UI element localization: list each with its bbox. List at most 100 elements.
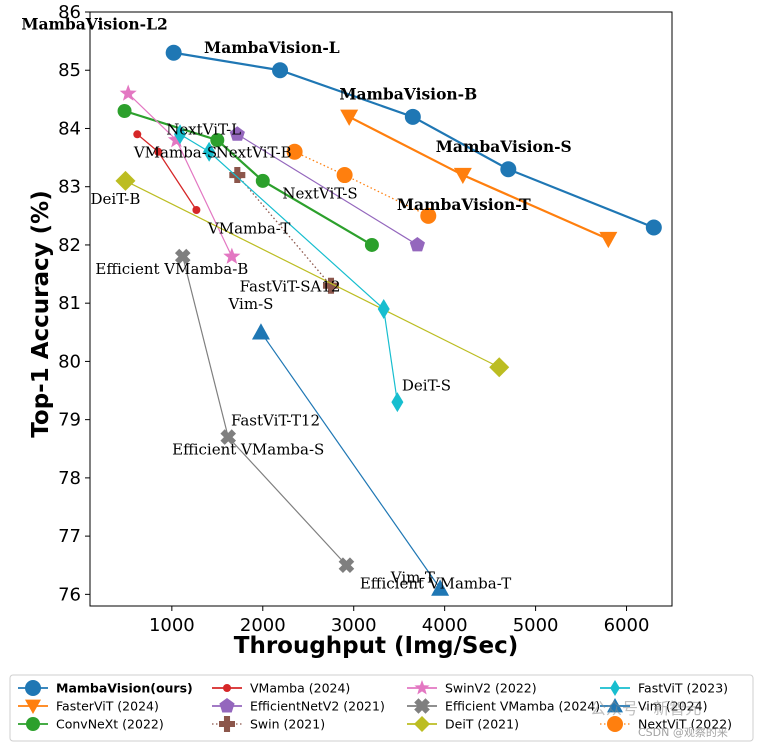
data-point-vmamba-1 — [133, 130, 142, 139]
y-tick-label: 85 — [58, 60, 81, 81]
series-line-convnext — [124, 109, 373, 246]
data-point-mambavision-2 — [272, 62, 289, 79]
watermark-csdn: CSDN @观察的来 — [638, 725, 728, 739]
data-point-nextvit-2 — [336, 167, 353, 184]
annotation-mambavision-l2: MambaVision-L2 — [21, 14, 167, 33]
data-point-vim-1 — [251, 323, 270, 340]
legend-marker-vmamba — [223, 684, 231, 692]
data-point-mambavision-3 — [404, 108, 421, 125]
x-tick-label: 1000 — [149, 615, 195, 636]
annotation-vmamba-t: VMamba-T — [207, 219, 290, 237]
legend-item-efficient-vmamba: Efficient VMamba (2024) — [407, 698, 600, 714]
data-point-swin-1 — [229, 167, 246, 184]
series-line-fastvit — [179, 133, 398, 403]
y-tick-label: 83 — [58, 177, 81, 198]
series-mambavision — [165, 44, 662, 236]
legend-marker-convnext — [26, 717, 40, 731]
annotation-vim-t: Vim-T — [390, 569, 435, 587]
legend-label: NextViT (2022) — [638, 717, 732, 732]
data-point-mambavision-5 — [645, 219, 662, 236]
legend-label: SwinV2 (2022) — [445, 681, 537, 696]
legend-label: MambaVision(ours) — [56, 681, 193, 696]
y-tick-label: 78 — [58, 468, 81, 489]
y-tick-label: 79 — [58, 410, 81, 431]
legend-item-swinv2: SwinV2 (2022) — [407, 680, 537, 696]
data-point-convnext-1 — [117, 104, 132, 118]
annotation-mambavision-t: MambaVision-T — [397, 195, 531, 214]
data-point-fastervit-2 — [453, 167, 472, 185]
y-tick-label: 77 — [58, 526, 81, 547]
legend-label: Vim (2024) — [638, 699, 707, 714]
data-point-fastvit-1 — [174, 124, 187, 145]
data-point-vim-2 — [431, 579, 450, 596]
data-point-mambavision-4 — [500, 161, 517, 178]
annotation-mambavision-s: MambaVision-S — [436, 137, 572, 156]
series-vim — [251, 323, 450, 596]
watermark: 公众号 · 新智元 CSDN @观察的来 — [590, 699, 728, 739]
series-vmamba — [133, 130, 201, 214]
legend-item-mambavision: MambaVision(ours) — [18, 680, 193, 696]
data-point-efficient-vmamba-1 — [174, 248, 191, 265]
annotation-fastvit-sa12: FastViT-SA12 — [240, 278, 341, 296]
legend-item-vim: Vim (2024) — [600, 698, 707, 714]
legend-marker-deit — [414, 716, 430, 732]
legend-marker-swinv2 — [414, 680, 430, 695]
series-efficientnetv2 — [229, 126, 425, 252]
data-point-convnext-4 — [364, 237, 379, 252]
annotation-mambavision-l: MambaVision-L — [204, 38, 340, 57]
series-line-fastervit — [348, 115, 609, 241]
legend-label: Swin (2021) — [250, 717, 325, 732]
legend-label: FastViT (2023) — [638, 681, 728, 696]
y-tick-label: 82 — [58, 235, 81, 256]
series-line-nextvit — [294, 151, 429, 217]
legend-marker-fastervit — [25, 699, 41, 714]
legend-item-fastvit: FastViT (2023) — [600, 680, 728, 696]
x-axis-title: Throughput (Img/Sec) — [234, 633, 518, 659]
series-fastervit — [340, 109, 618, 249]
y-tick-label: 84 — [58, 118, 81, 139]
legend-item-deit: DeiT (2021) — [407, 716, 519, 732]
x-tick-label: 2000 — [240, 615, 286, 636]
y-tick-label: 81 — [58, 293, 81, 314]
annotation-nextvit-b: NextViT-B — [216, 144, 292, 162]
series-efficient-vmamba — [174, 248, 355, 574]
series-swinv2 — [119, 84, 241, 264]
x-tick-label: 6000 — [604, 615, 650, 636]
data-point-fastervit-1 — [340, 109, 359, 126]
data-point-efficientnetv2-2 — [409, 236, 425, 252]
series-line-efficientnetv2 — [237, 133, 418, 246]
data-point-vmamba-3 — [192, 206, 201, 214]
data-point-fastvit-3 — [377, 299, 390, 319]
annotation-mambavision-b: MambaVision-B — [339, 84, 477, 103]
x-tick-label: 4000 — [422, 615, 468, 636]
series-deit — [115, 170, 510, 378]
data-point-swinv2-1 — [119, 84, 137, 101]
data-point-deit-1 — [115, 170, 136, 191]
y-tick-label: 76 — [58, 584, 81, 605]
annotation-nextvit-s: NextViT-S — [282, 184, 357, 202]
watermark-wechat: 公众号 · 新智元 — [590, 699, 701, 718]
annotation-vmamba-s: VMamba-S — [133, 144, 217, 162]
y-tick-label: 80 — [58, 351, 81, 372]
data-point-nextvit-3 — [420, 207, 437, 224]
data-point-vmamba-2 — [154, 147, 163, 156]
series-line-vim — [260, 331, 441, 589]
legend-item-fastervit: FasterViT (2024) — [18, 699, 159, 714]
y-axis-title: Top-1 Accuracy (%) — [28, 190, 54, 437]
annotation-deit-b: DeiT-B — [91, 190, 141, 208]
data-point-fastervit-3 — [599, 231, 618, 249]
annotation-efficient-vmamba-t: Efficient VMamba-T — [360, 575, 511, 593]
legend-marker-vim — [607, 698, 623, 713]
legend-marker-efficientnetv2 — [219, 698, 235, 713]
legend-marker-swin — [219, 716, 235, 732]
data-point-swin-2 — [322, 277, 339, 294]
y-tick-label: 86 — [58, 2, 81, 23]
legend-label: ConvNeXt (2022) — [56, 717, 164, 732]
data-point-fastvit-4 — [391, 392, 404, 413]
legend: MambaVision(ours) FasterViT (2024) ConvNeX… — [9, 674, 754, 742]
legend-label: Efficient VMamba (2024) — [445, 699, 600, 714]
data-point-convnext-3 — [255, 173, 270, 188]
legend-item-nextvit: NextViT (2022) — [600, 716, 732, 732]
legend-marker-efficient-vmamba — [414, 698, 430, 714]
legend-marker-mambavision — [25, 680, 41, 696]
